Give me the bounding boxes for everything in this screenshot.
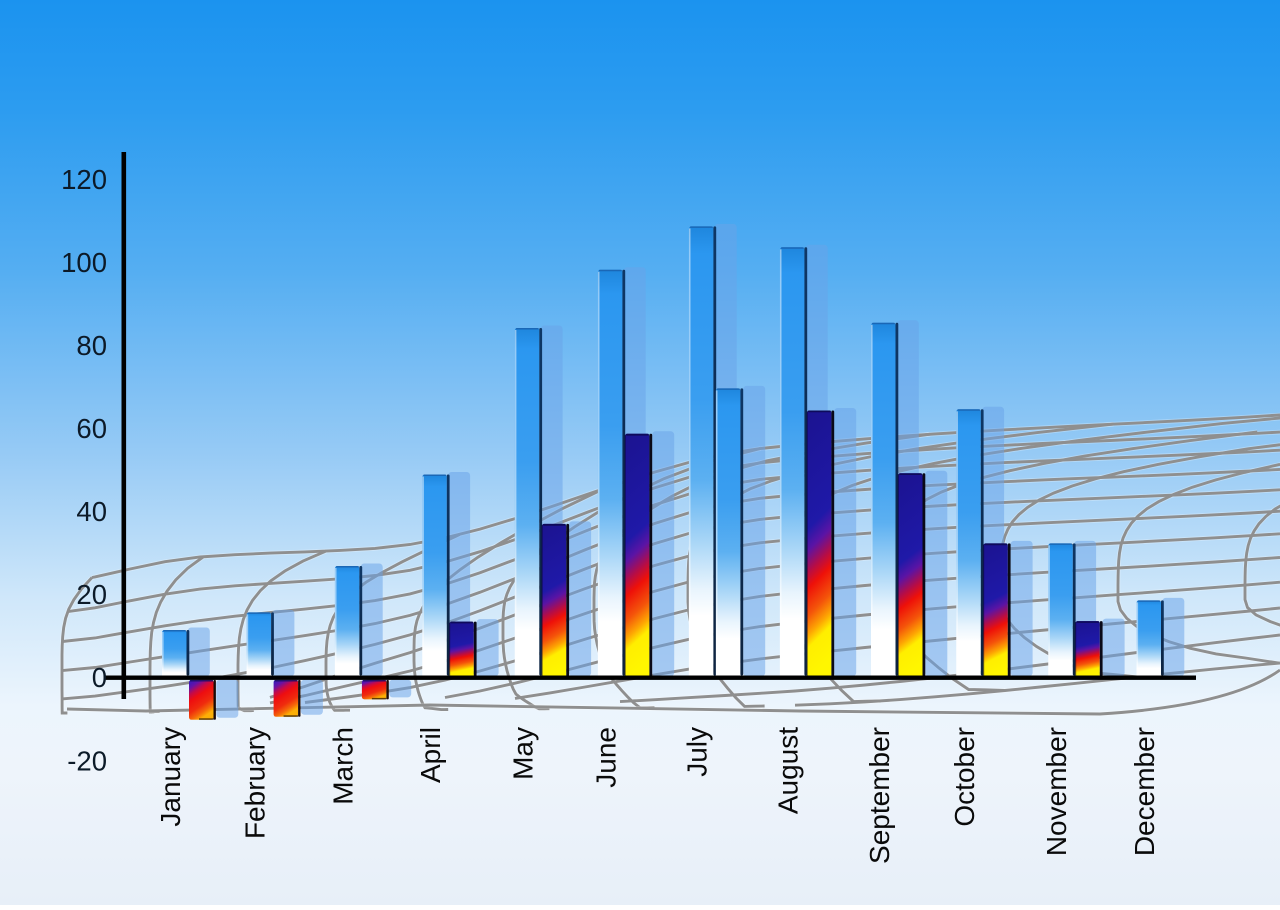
svg-text:June: June	[591, 727, 622, 788]
svg-text:July: July	[682, 727, 713, 777]
svg-text:September: September	[864, 727, 895, 864]
svg-text:0: 0	[92, 662, 107, 693]
svg-text:November: November	[1041, 727, 1072, 856]
svg-text:April: April	[415, 727, 446, 783]
svg-text:February: February	[239, 727, 270, 839]
svg-text:20: 20	[76, 579, 107, 610]
svg-text:80: 80	[76, 330, 107, 361]
svg-text:60: 60	[76, 413, 107, 444]
svg-text:October: October	[949, 727, 980, 827]
svg-text:100: 100	[61, 247, 107, 278]
svg-text:January: January	[155, 727, 186, 827]
svg-text:-20: -20	[67, 745, 107, 776]
svg-text:March: March	[328, 727, 359, 805]
svg-text:December: December	[1129, 727, 1160, 856]
svg-text:May: May	[508, 727, 539, 780]
svg-text:August: August	[773, 727, 804, 814]
svg-text:120: 120	[61, 164, 107, 195]
svg-text:40: 40	[76, 496, 107, 527]
